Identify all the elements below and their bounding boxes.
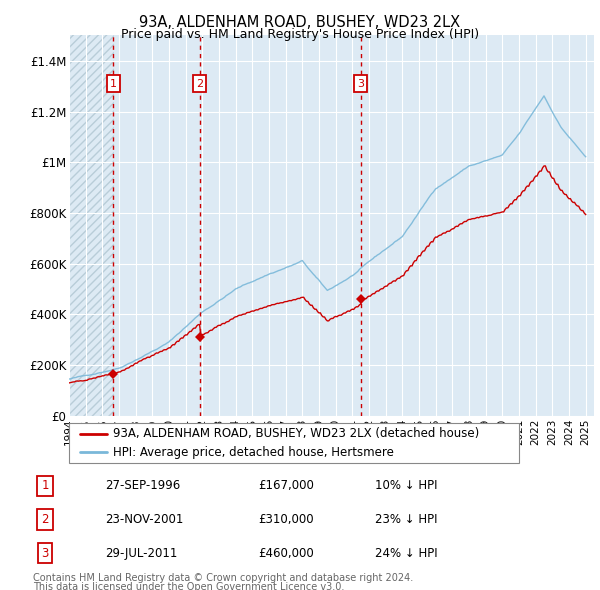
Text: HPI: Average price, detached house, Hertsmere: HPI: Average price, detached house, Hert…: [113, 446, 394, 459]
Bar: [69, 35, 114, 416]
Text: 93A, ALDENHAM ROAD, BUSHEY, WD23 2LX: 93A, ALDENHAM ROAD, BUSHEY, WD23 2LX: [139, 15, 461, 30]
Text: £460,000: £460,000: [258, 546, 314, 560]
Text: 23-NOV-2001: 23-NOV-2001: [105, 513, 184, 526]
Text: 3: 3: [41, 546, 49, 560]
Text: 1: 1: [41, 479, 49, 493]
Text: This data is licensed under the Open Government Licence v3.0.: This data is licensed under the Open Gov…: [33, 582, 344, 590]
Text: 3: 3: [357, 78, 364, 88]
Text: £310,000: £310,000: [258, 513, 314, 526]
Text: 93A, ALDENHAM ROAD, BUSHEY, WD23 2LX (detached house): 93A, ALDENHAM ROAD, BUSHEY, WD23 2LX (de…: [113, 427, 479, 440]
Text: 24% ↓ HPI: 24% ↓ HPI: [375, 546, 437, 560]
Text: 23% ↓ HPI: 23% ↓ HPI: [375, 513, 437, 526]
Text: Price paid vs. HM Land Registry's House Price Index (HPI): Price paid vs. HM Land Registry's House …: [121, 28, 479, 41]
Text: 29-JUL-2011: 29-JUL-2011: [105, 546, 178, 560]
Text: 1: 1: [110, 78, 117, 88]
Text: 27-SEP-1996: 27-SEP-1996: [105, 479, 180, 493]
FancyBboxPatch shape: [69, 423, 519, 463]
Text: 2: 2: [196, 78, 203, 88]
Text: Contains HM Land Registry data © Crown copyright and database right 2024.: Contains HM Land Registry data © Crown c…: [33, 573, 413, 584]
Text: 2: 2: [41, 513, 49, 526]
Text: £167,000: £167,000: [258, 479, 314, 493]
Text: 10% ↓ HPI: 10% ↓ HPI: [375, 479, 437, 493]
